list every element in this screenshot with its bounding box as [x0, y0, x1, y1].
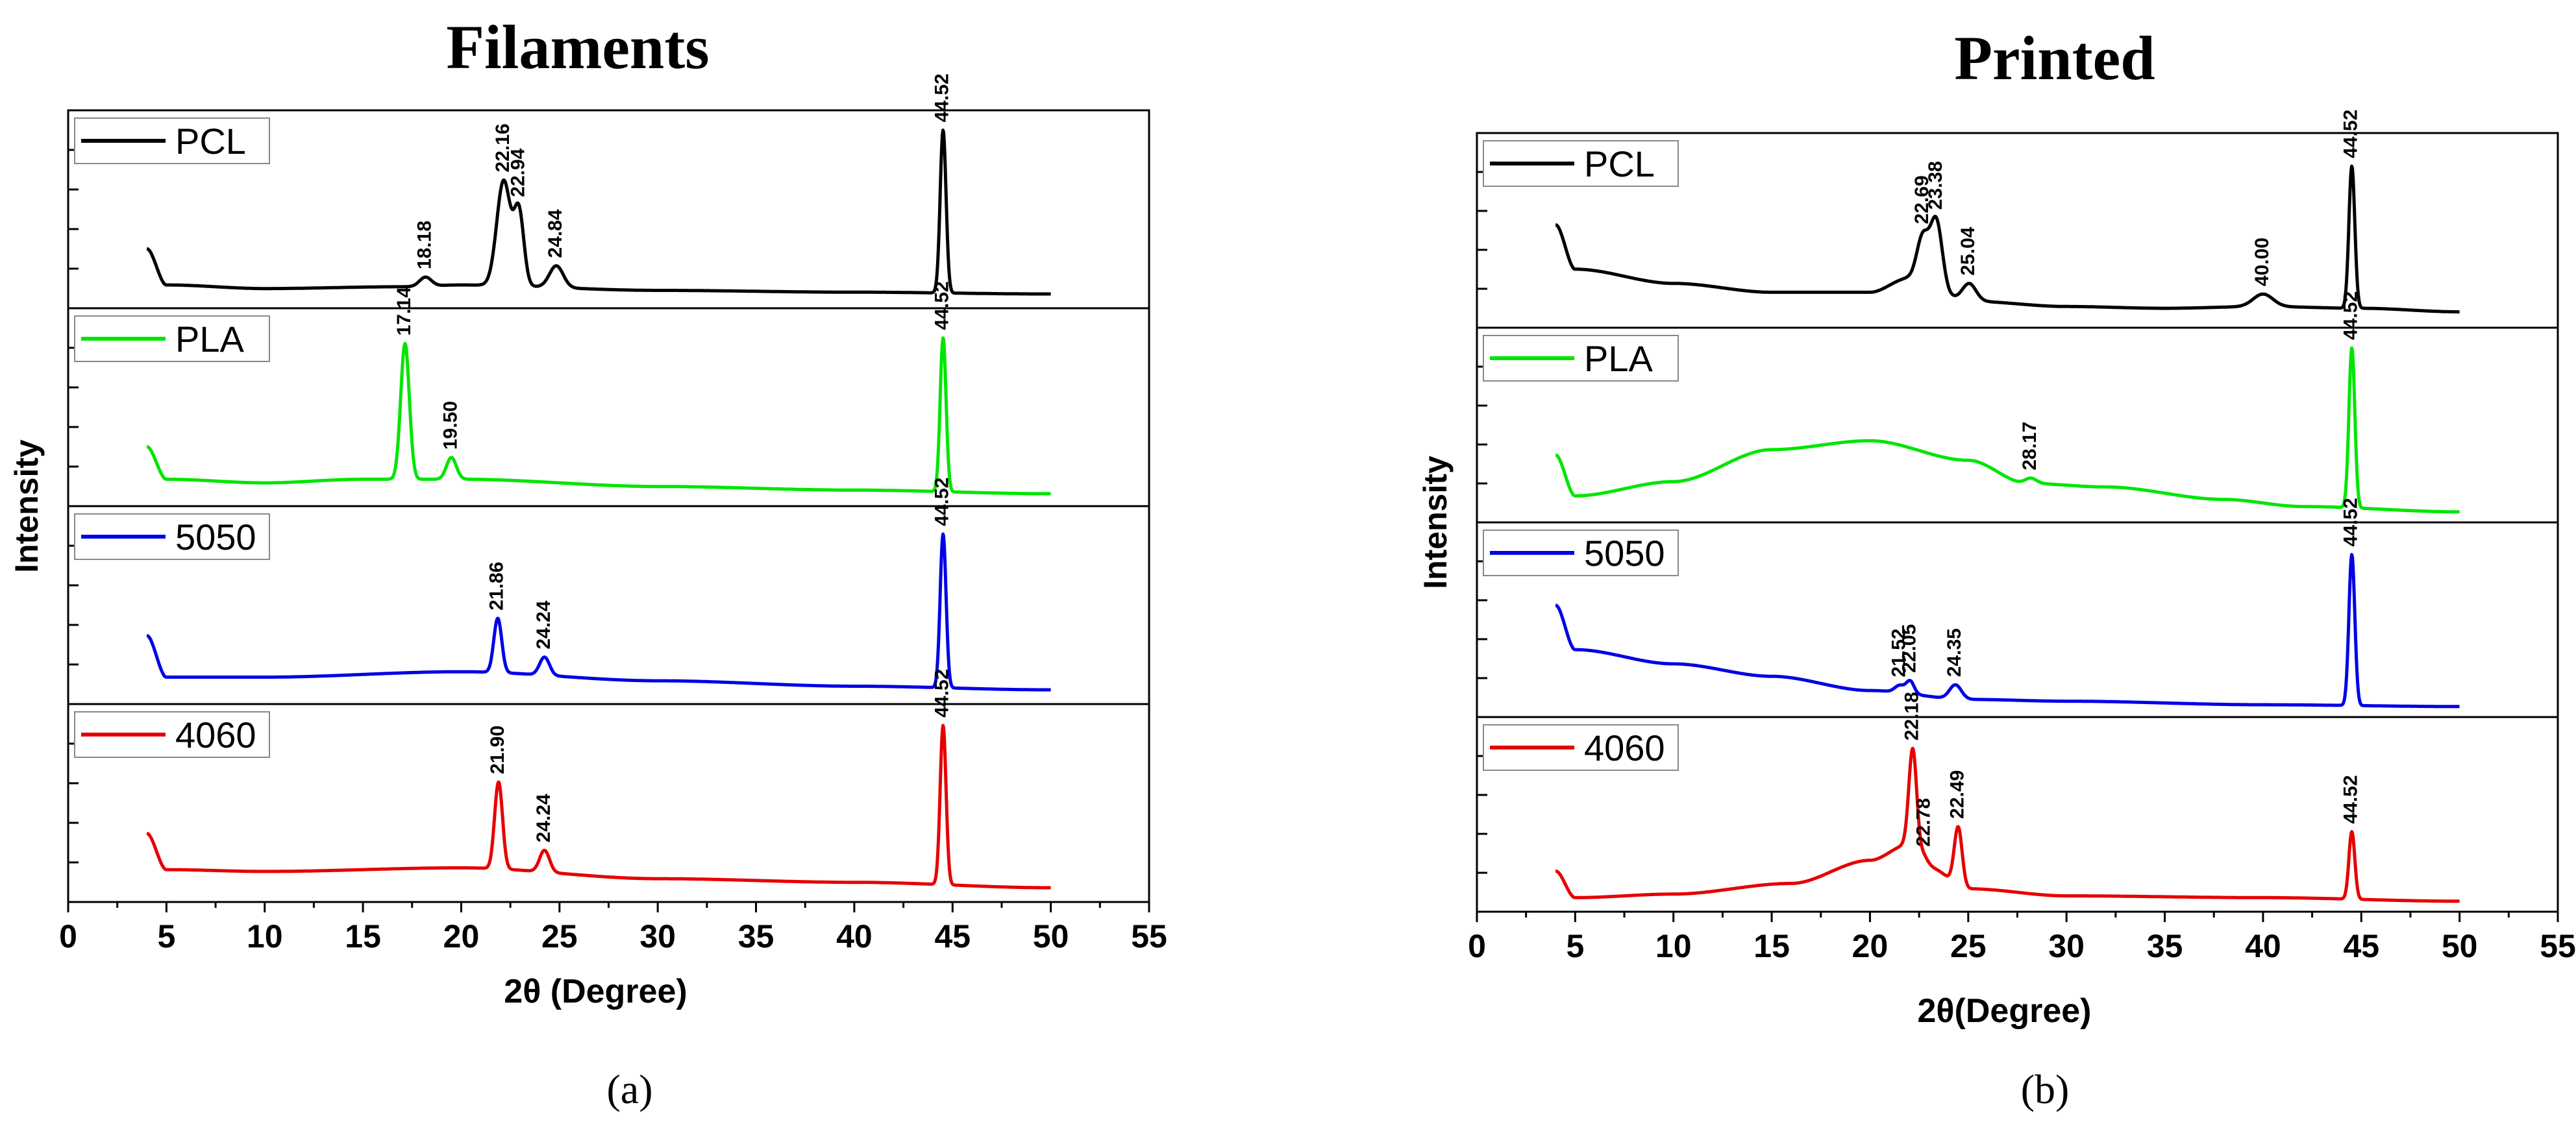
x-tick-label: 20: [443, 918, 480, 955]
x-tick-label: 5: [1566, 928, 1584, 964]
x-axis-label: 2θ (Degree): [504, 973, 687, 1010]
x-tick-label: 0: [1468, 928, 1486, 964]
pcl-xrd-line: [1554, 164, 2461, 314]
pcl-legend-label: PCL: [1584, 143, 1655, 184]
pla-legend-label: PLA: [1584, 338, 1653, 379]
y-axis-label: Intensity: [1417, 456, 1454, 589]
5050-peak-label: 21.52: [1888, 629, 1909, 677]
pla-legend-label: PLA: [175, 319, 244, 359]
pcl-peak-label: 44.52: [932, 73, 953, 122]
4060-legend-label: 4060: [175, 714, 256, 755]
4060-peak-label: 24.24: [533, 794, 554, 842]
chart-title: Printed: [1954, 23, 2155, 93]
pla-peak-label: 44.52: [932, 281, 953, 330]
5050-legend-label: 5050: [1584, 533, 1665, 574]
4060-peak-label: 22.49: [1946, 770, 1968, 819]
x-tick-label: 20: [1852, 928, 1889, 964]
5050-peak-label: 24.24: [533, 600, 554, 649]
4060-peak-label: 22.78: [1913, 798, 1935, 847]
figure-caption: (b): [2021, 1066, 2070, 1112]
pcl-peak-label: 24.84: [545, 209, 566, 258]
5050-peak-label: 22.05: [1899, 624, 1920, 673]
pcl-peak-label: 22.94: [507, 148, 528, 197]
4060-legend-label: 4060: [1584, 727, 1665, 768]
pcl-xrd-line: [145, 128, 1052, 296]
5050-peak-label: 21.86: [486, 562, 508, 611]
5050-xrd-line: [145, 532, 1052, 692]
5050-xrd-line: [1554, 553, 2461, 709]
x-tick-label: 55: [1131, 918, 1167, 955]
x-tick-label: 50: [2442, 928, 2478, 964]
x-tick-label: 5: [157, 918, 175, 955]
x-tick-label: 45: [2343, 928, 2379, 964]
pcl-peak-label: 25.04: [1957, 226, 1979, 275]
x-tick-label: 10: [1655, 928, 1692, 964]
x-tick-label: 45: [934, 918, 971, 955]
x-tick-label: 15: [1753, 928, 1790, 964]
4060-peak-label: 44.52: [2340, 775, 2362, 823]
4060-xrd-line: [145, 724, 1052, 890]
x-tick-label: 25: [541, 918, 578, 955]
x-tick-label: 30: [639, 918, 676, 955]
5050-peak-label: 44.52: [932, 478, 953, 526]
pcl-peak-label: 23.38: [1925, 161, 1946, 210]
pla-xrd-line: [145, 336, 1052, 496]
pcl-legend-label: PCL: [175, 121, 246, 162]
x-tick-label: 35: [2147, 928, 2183, 964]
pla-peak-label: 28.17: [2019, 422, 2040, 470]
y-axis-label: Intensity: [8, 439, 45, 573]
x-tick-label: 0: [59, 918, 77, 955]
pla-xrd-line: [1554, 346, 2461, 514]
4060-peak-label: 22.18: [1901, 692, 1922, 740]
x-tick-label: 10: [247, 918, 283, 955]
x-tick-label: 55: [2540, 928, 2576, 964]
x-tick-label: 50: [1033, 918, 1069, 955]
x-tick-label: 15: [345, 918, 381, 955]
pla-peak-label: 17.14: [393, 287, 415, 335]
pla-peak-label: 44.52: [2340, 291, 2362, 340]
x-tick-label: 40: [2245, 928, 2281, 964]
4060-peak-label: 44.52: [932, 669, 953, 718]
4060-peak-label: 21.90: [487, 725, 508, 774]
pcl-peak-label: 40.00: [2251, 238, 2273, 286]
pcl-peak-label: 22.16: [492, 123, 514, 172]
chart-title: Filaments: [446, 12, 709, 82]
x-tick-label: 40: [836, 918, 873, 955]
5050-peak-label: 24.35: [1944, 628, 1965, 677]
pcl-peak-label: 18.18: [414, 221, 435, 269]
x-tick-label: 35: [738, 918, 774, 955]
pla-peak-label: 19.50: [440, 401, 461, 450]
5050-peak-label: 44.52: [2340, 498, 2362, 546]
pcl-peak-label: 22.69: [1911, 175, 1933, 224]
5050-legend-label: 5050: [175, 517, 256, 557]
pcl-peak-label: 44.52: [2340, 110, 2362, 158]
figure-caption: (a): [606, 1066, 652, 1112]
x-tick-label: 30: [2048, 928, 2085, 964]
x-axis-label: 2θ(Degree): [1918, 992, 2092, 1030]
x-tick-label: 25: [1950, 928, 1987, 964]
4060-xrd-line: [1554, 746, 2461, 903]
